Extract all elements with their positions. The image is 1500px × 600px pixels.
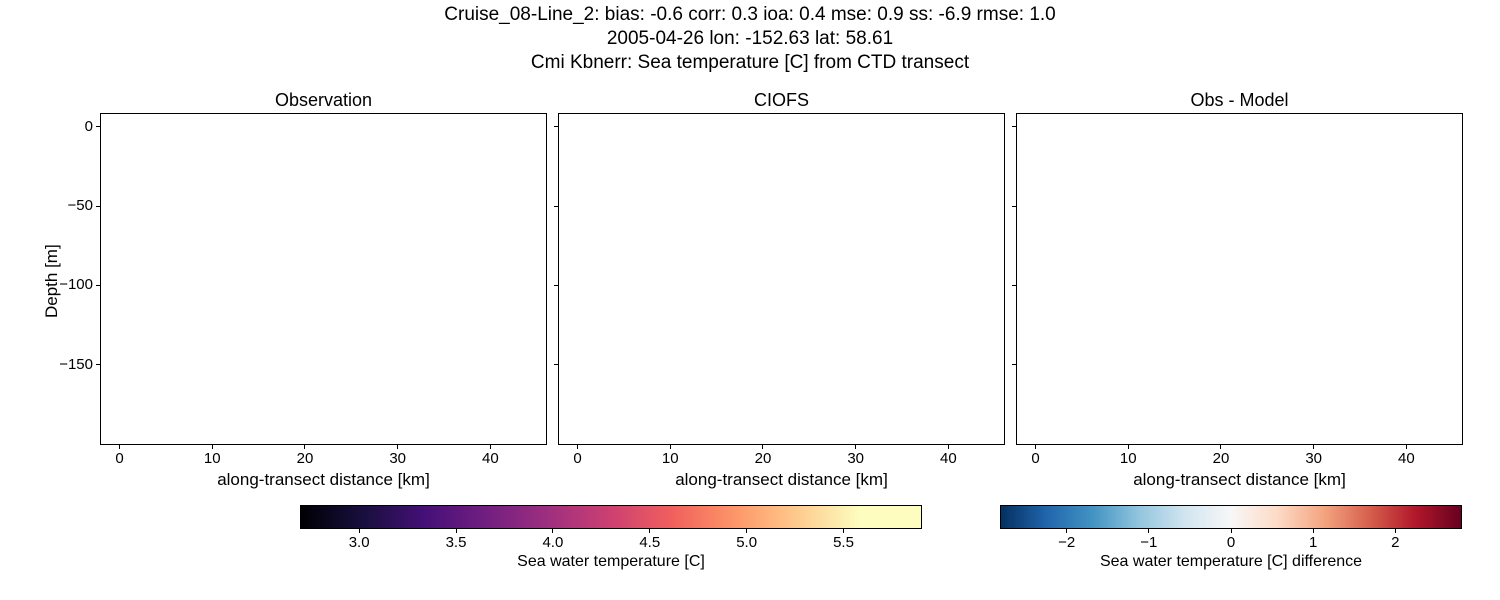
x-tick-label: 30 xyxy=(383,450,413,467)
y-tick-mark xyxy=(554,364,559,365)
x-tick-mark xyxy=(212,444,213,449)
x-tick-mark xyxy=(577,444,578,449)
x-tick-label: 10 xyxy=(1113,450,1143,467)
y-tick-mark xyxy=(96,206,101,207)
cbar-tick-mark xyxy=(1066,528,1067,533)
x-tick-mark xyxy=(1313,444,1314,449)
cbar-tick-label: 3.0 xyxy=(339,534,379,551)
cbar-tick-label: 5.0 xyxy=(727,534,767,551)
x-tick-label: 10 xyxy=(197,450,227,467)
x-tick-mark xyxy=(1128,444,1129,449)
cbar-tick-label: 5.5 xyxy=(824,534,864,551)
cbar-tick-mark xyxy=(1395,528,1396,533)
figure: Cruise_08-Line_2: bias: -0.6 corr: 0.3 i… xyxy=(0,0,1500,600)
y-tick-mark xyxy=(96,285,101,286)
panel-diff: Obs - Model010203040along-transect dista… xyxy=(1016,113,1463,445)
x-tick-label: 0 xyxy=(563,450,593,467)
cbar-tick-mark xyxy=(552,528,553,533)
plot-area xyxy=(1017,114,1462,444)
cbar-tick-mark xyxy=(649,528,650,533)
x-tick-label: 30 xyxy=(1299,450,1329,467)
y-tick-label: −100 xyxy=(59,276,93,293)
panel-observation: Observation010203040along-transect dista… xyxy=(100,113,547,445)
x-tick-mark xyxy=(1035,444,1036,449)
y-tick-mark xyxy=(1012,206,1017,207)
x-tick-label: 20 xyxy=(748,450,778,467)
x-tick-mark xyxy=(855,444,856,449)
y-tick-mark xyxy=(554,126,559,127)
x-tick-mark xyxy=(948,444,949,449)
panel-title: Observation xyxy=(101,90,546,111)
cbar-tick-mark xyxy=(359,528,360,533)
y-tick-mark xyxy=(96,364,101,365)
x-axis-label: along-transect distance [km] xyxy=(1017,470,1462,490)
panel-ciofs: CIOFS010203040along-transect distance [k… xyxy=(558,113,1005,445)
plot-area xyxy=(559,114,1004,444)
x-tick-label: 0 xyxy=(105,450,135,467)
x-axis-label: along-transect distance [km] xyxy=(559,470,1004,490)
x-tick-label: 20 xyxy=(290,450,320,467)
cbar-tick-label: 1 xyxy=(1293,534,1333,551)
x-tick-mark xyxy=(670,444,671,449)
panel-title: CIOFS xyxy=(559,90,1004,111)
suptitle-1: Cruise_08-Line_2: bias: -0.6 corr: 0.3 i… xyxy=(0,4,1500,26)
y-axis-label: Depth [m] xyxy=(42,244,62,318)
y-tick-mark xyxy=(96,126,101,127)
x-tick-mark xyxy=(119,444,120,449)
panel-title: Obs - Model xyxy=(1017,90,1462,111)
x-tick-mark xyxy=(1220,444,1221,449)
x-tick-label: 10 xyxy=(655,450,685,467)
y-tick-mark xyxy=(554,206,559,207)
cbar-tick-label: −2 xyxy=(1047,534,1087,551)
cbar-tick-label: 0 xyxy=(1211,534,1251,551)
y-tick-mark xyxy=(1012,364,1017,365)
y-tick-mark xyxy=(1012,285,1017,286)
y-tick-mark xyxy=(1012,126,1017,127)
cbar-tick-label: 4.5 xyxy=(630,534,670,551)
x-tick-label: 20 xyxy=(1206,450,1236,467)
x-tick-label: 40 xyxy=(1391,450,1421,467)
x-tick-mark xyxy=(490,444,491,449)
y-tick-label: −50 xyxy=(68,197,93,214)
cbar-tick-label: −1 xyxy=(1129,534,1169,551)
colorbar-temperature: 3.03.54.04.55.05.5Sea water temperature … xyxy=(300,505,922,529)
x-axis-label: along-transect distance [km] xyxy=(101,470,546,490)
x-tick-label: 40 xyxy=(933,450,963,467)
cbar-tick-label: 3.5 xyxy=(436,534,476,551)
cbar-tick-mark xyxy=(746,528,747,533)
cbar-label: Sea water temperature [C] difference xyxy=(1001,553,1461,571)
cbar-tick-mark xyxy=(456,528,457,533)
x-tick-mark xyxy=(1406,444,1407,449)
cbar-tick-mark xyxy=(1313,528,1314,533)
y-tick-label: 0 xyxy=(85,118,93,135)
y-tick-label: −150 xyxy=(59,356,93,373)
x-tick-mark xyxy=(304,444,305,449)
suptitle-2: 2005-04-26 lon: -152.63 lat: 58.61 xyxy=(0,28,1500,50)
cbar-tick-label: 4.0 xyxy=(533,534,573,551)
cbar-label: Sea water temperature [C] xyxy=(301,553,921,571)
suptitle-3: Cmi Kbnerr: Sea temperature [C] from CTD… xyxy=(0,52,1500,74)
plot-area xyxy=(101,114,546,444)
y-tick-mark xyxy=(554,285,559,286)
x-tick-mark xyxy=(762,444,763,449)
cbar-tick-mark xyxy=(1231,528,1232,533)
x-tick-label: 30 xyxy=(841,450,871,467)
x-tick-label: 0 xyxy=(1021,450,1051,467)
colorbar-difference: −2−1012Sea water temperature [C] differe… xyxy=(1000,505,1462,529)
x-tick-label: 40 xyxy=(475,450,505,467)
cbar-tick-label: 2 xyxy=(1375,534,1415,551)
cbar-tick-mark xyxy=(1148,528,1149,533)
cbar-tick-mark xyxy=(843,528,844,533)
x-tick-mark xyxy=(397,444,398,449)
